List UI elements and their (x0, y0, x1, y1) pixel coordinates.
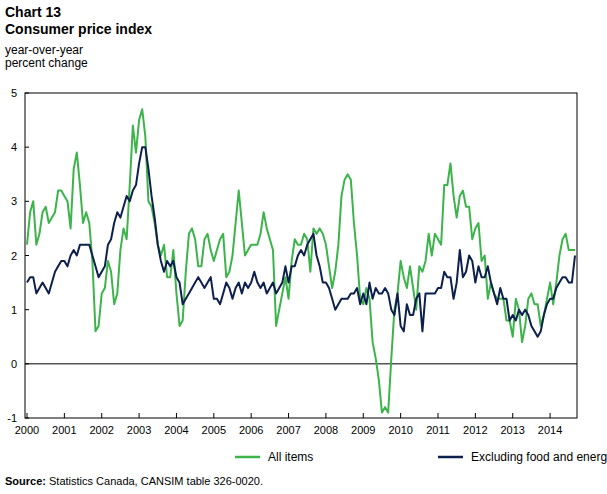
x-tick-label: 2014 (538, 424, 562, 436)
legend-swatch (438, 456, 463, 459)
chart-root: Chart 13Consumer price index year-over-ye… (0, 0, 607, 494)
x-tick-label: 2002 (89, 424, 113, 436)
y-tick-label: 2 (11, 250, 17, 262)
source-text: Statistics Canada, CANSIM table 326-0020… (46, 475, 263, 487)
chart-svg: Chart 13Consumer price index year-over-ye… (0, 0, 607, 494)
x-tick (325, 413, 326, 418)
y-axis-label: year-over-yearpercent change (5, 43, 88, 70)
y-tick (25, 93, 29, 94)
title: Chart 13 (5, 4, 61, 20)
subtitle: Consumer price index (5, 21, 152, 37)
legend-swatch (235, 456, 260, 459)
y-tick-label: 1 (11, 304, 17, 316)
legend-label: Excluding food and energy (471, 450, 607, 464)
source: Source: Statistics Canada, CANSIM table … (5, 475, 263, 487)
x-tick (550, 413, 551, 418)
y-tick (25, 201, 29, 202)
x-tick (438, 413, 439, 418)
y-axis-label-line: percent change (5, 56, 88, 70)
plot-area (27, 109, 575, 412)
x-tick (176, 413, 177, 418)
x-tick-label: 2001 (52, 424, 76, 436)
legend-label: All items (268, 450, 313, 464)
x-tick-label: 2010 (388, 424, 412, 436)
x-tick (400, 413, 401, 418)
x-tick-label: 2007 (276, 424, 300, 436)
plot-frame (25, 93, 577, 418)
x-tick (27, 413, 28, 418)
x-tick (101, 413, 102, 418)
x-tick (251, 413, 252, 418)
x-tick (475, 413, 476, 418)
x-tick (213, 413, 214, 418)
series-line (27, 109, 575, 412)
x-tick-label: 2000 (15, 424, 39, 436)
y-tick-label: 5 (11, 87, 17, 99)
x-tick (64, 413, 65, 418)
y-tick (25, 309, 29, 310)
x-tick (512, 413, 513, 418)
y-tick-label: 4 (11, 141, 17, 153)
x-tick-label: 2003 (127, 424, 151, 436)
x-tick (288, 413, 289, 418)
x-tick-label: 2006 (239, 424, 263, 436)
x-tick-label: 2011 (426, 424, 450, 436)
y-axis-label-line: year-over-year (5, 43, 83, 57)
y-tick-label: -1 (7, 412, 17, 424)
y-tick (25, 147, 29, 148)
x-tick-label: 2008 (314, 424, 338, 436)
x-tick-label: 2012 (463, 424, 487, 436)
x-tick-label: 2004 (164, 424, 188, 436)
x-tick-label: 2009 (351, 424, 375, 436)
x-tick-label: 2013 (500, 424, 524, 436)
y-tick (25, 255, 29, 256)
source-lead: Source: (5, 475, 46, 487)
y-tick-label: 3 (11, 195, 17, 207)
x-tick-label: 2005 (202, 424, 226, 436)
x-tick (139, 413, 140, 418)
x-tick (363, 413, 364, 418)
zero-line (25, 363, 577, 364)
series-line (27, 147, 575, 337)
y-tick-label: 0 (11, 358, 17, 370)
